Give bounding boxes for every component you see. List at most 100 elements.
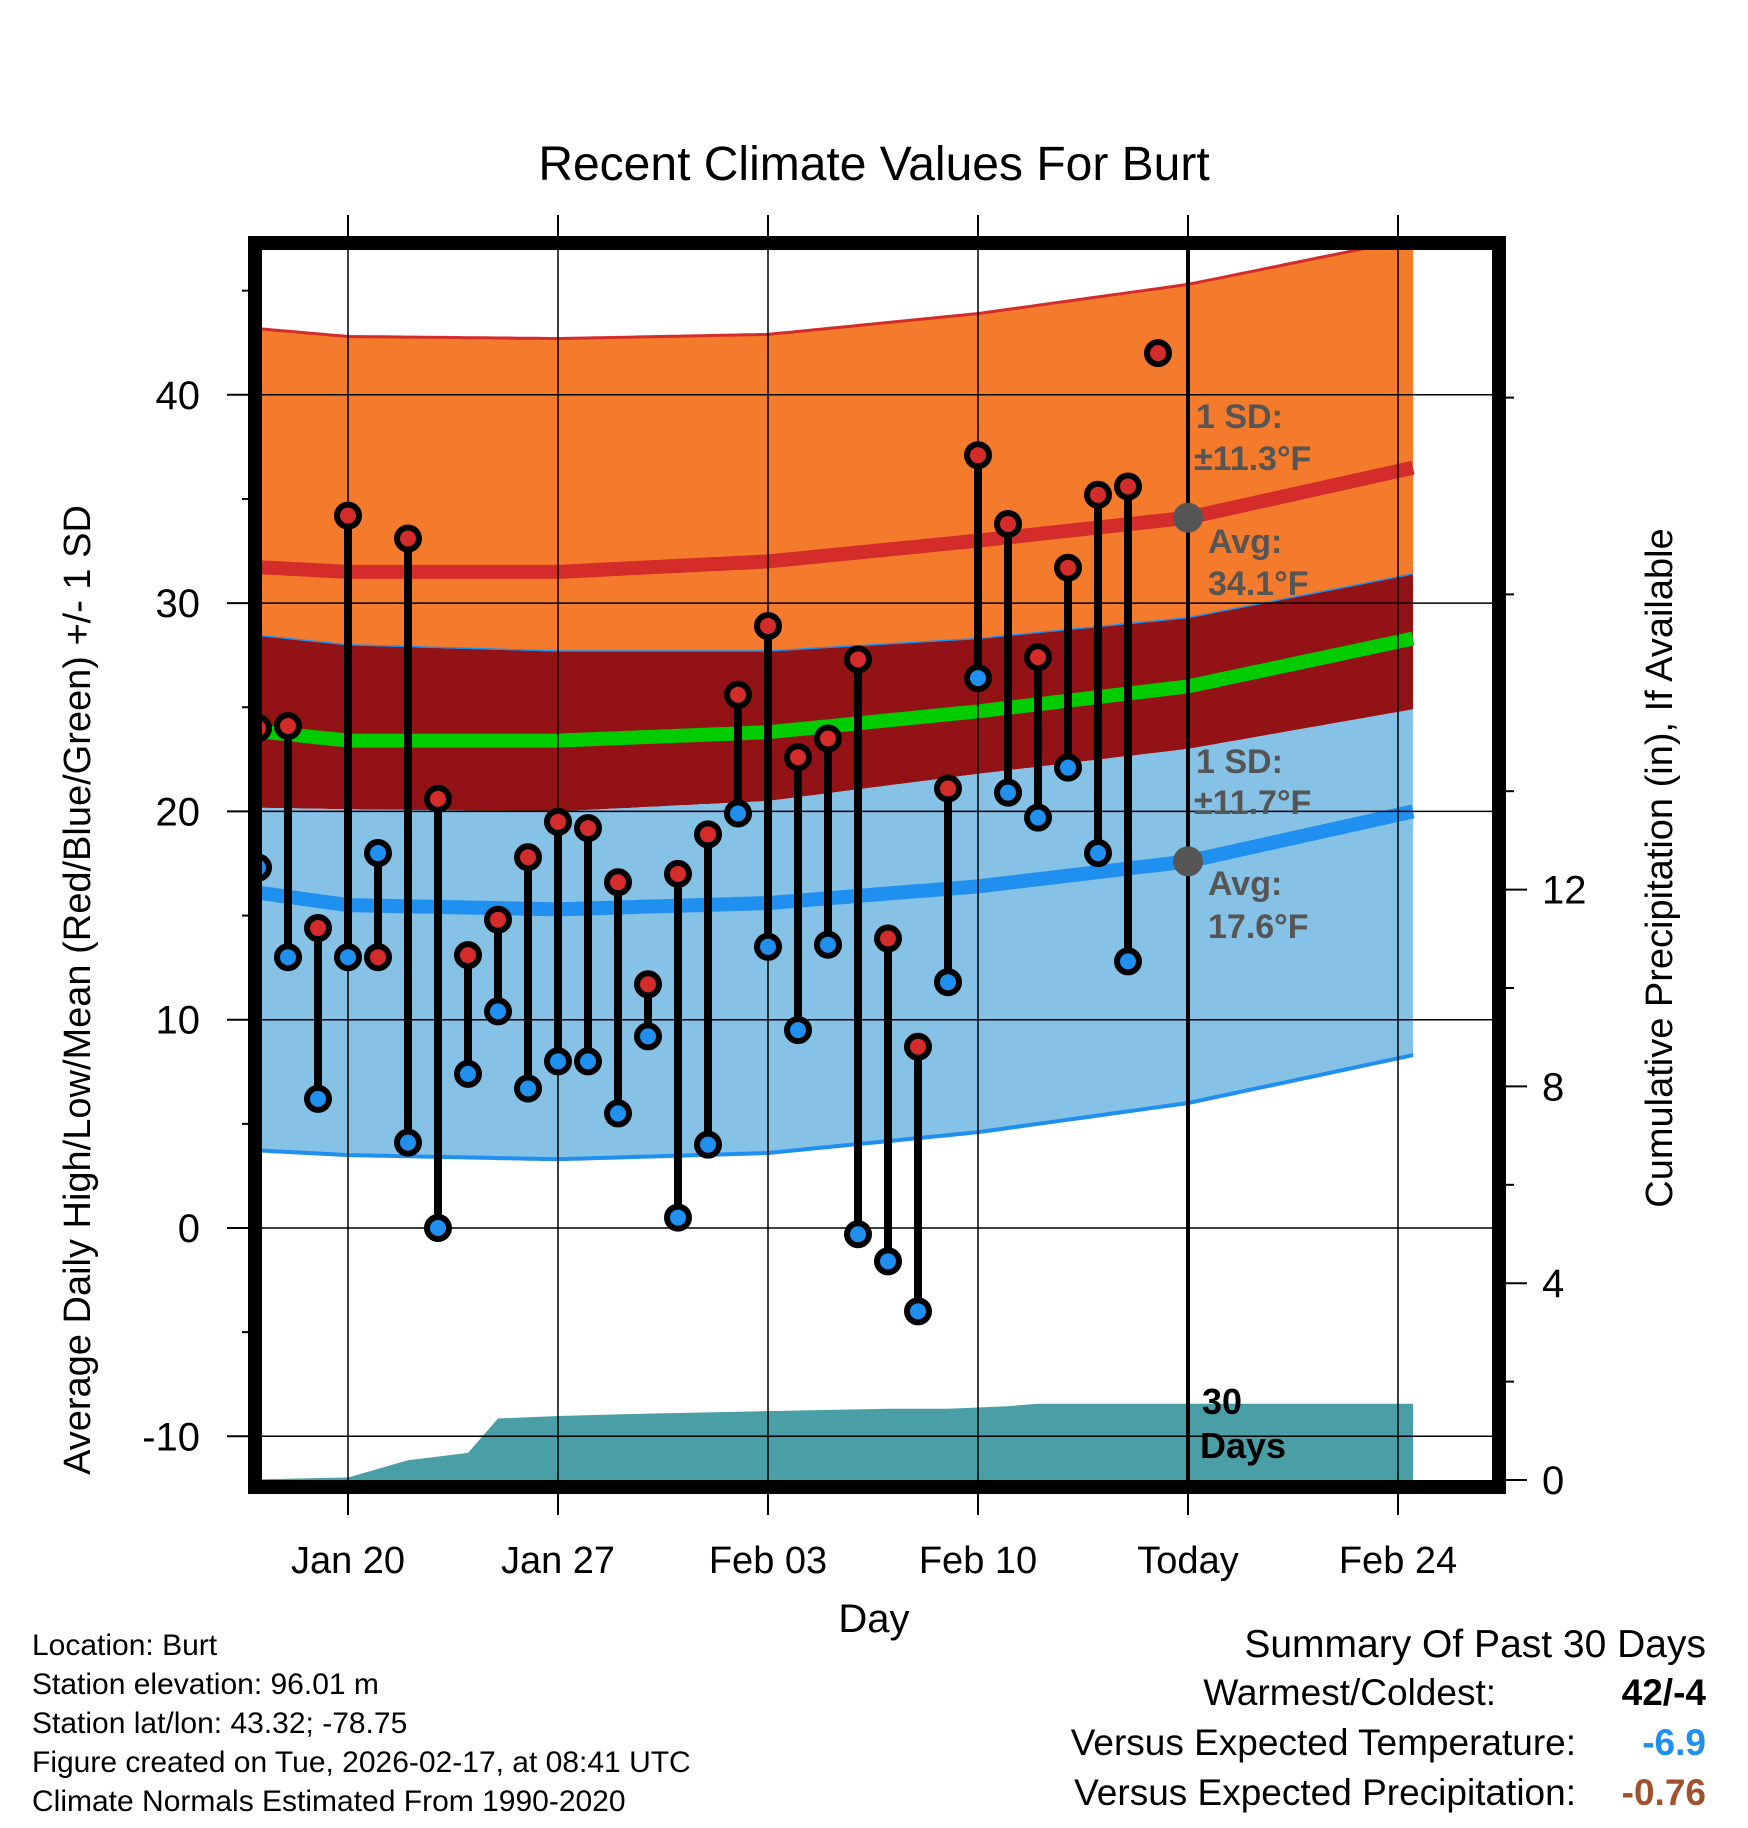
y-tick-label: 20	[156, 790, 201, 834]
warmest-value: 42/-4	[1621, 1672, 1706, 1713]
high-point	[334, 501, 362, 530]
high-point	[844, 645, 872, 674]
low-point	[274, 943, 302, 972]
high-point	[664, 859, 692, 888]
high-point	[364, 943, 392, 972]
low-point	[904, 1297, 932, 1326]
high-point	[904, 1032, 932, 1061]
x-axis-label: Day	[838, 1597, 909, 1641]
high-sd-label: 1 SD:	[1196, 398, 1283, 436]
normal-low-line	[262, 804, 1415, 917]
high-point	[544, 807, 572, 836]
x-tick-label: Feb 03	[709, 1540, 827, 1582]
high-sd-upper-line	[262, 250, 1365, 341]
low-point	[1114, 947, 1142, 976]
elevation-text: Station elevation: 96.01 m	[32, 1668, 379, 1701]
low-point	[664, 1203, 692, 1232]
low-point	[604, 1099, 632, 1128]
precip-row: Versus Expected Precipitation: -0.76	[1071, 1768, 1706, 1818]
low-point	[844, 1220, 872, 1249]
low-point	[1054, 753, 1082, 782]
low-point	[334, 943, 362, 972]
latlon-text: Station lat/lon: 43.32; -78.75	[32, 1707, 408, 1740]
high-point	[514, 843, 542, 872]
warmest-label: Warmest/Coldest:	[1203, 1672, 1496, 1713]
high-point	[484, 905, 512, 934]
temp-value: -6.9	[1642, 1722, 1706, 1763]
y2-tick-label: 0	[1542, 1459, 1564, 1503]
low-point	[514, 1074, 542, 1103]
high-point	[304, 914, 332, 943]
precip-label: Versus Expected Precipitation:	[1074, 1772, 1576, 1813]
y2-tick-label: 4	[1542, 1262, 1564, 1306]
high-point	[1024, 643, 1052, 672]
low-point	[304, 1084, 332, 1113]
high-point	[262, 714, 272, 742]
low-point	[994, 778, 1022, 807]
normals-text: Climate Normals Estimated From 1990-2020	[32, 1785, 626, 1818]
high-avg-value: 34.1°F	[1208, 565, 1309, 603]
low-point	[694, 1130, 722, 1159]
x-tick-label: Jan 27	[501, 1540, 615, 1582]
y-tick-label: -10	[142, 1415, 200, 1459]
low-point	[544, 1047, 572, 1076]
high-point	[1054, 553, 1082, 582]
created-text: Figure created on Tue, 2026-02-17, at 08…	[32, 1746, 691, 1779]
station-info: Location: Burt Station elevation: 96.01 …	[32, 1626, 691, 1821]
low-avg-marker	[1173, 846, 1203, 877]
low-point	[364, 839, 392, 868]
x-tick-label: Feb 10	[919, 1540, 1037, 1582]
low-point	[814, 930, 842, 959]
high-point	[784, 743, 812, 772]
low-point	[874, 1247, 902, 1276]
low-sd-label: 1 SD:	[1196, 743, 1283, 781]
high-point	[724, 680, 752, 709]
high-point	[424, 784, 452, 813]
chart-title: Recent Climate Values For Burt	[538, 138, 1209, 191]
low-point	[964, 664, 992, 693]
summary-panel: Summary Of Past 30 Days Warmest/Coldest:…	[1071, 1622, 1706, 1818]
y-tick-label: 0	[178, 1207, 200, 1251]
high-point	[1084, 480, 1112, 509]
y-tick-label: 10	[156, 999, 201, 1043]
high-sd-lower-line	[262, 573, 1414, 652]
low-point	[484, 997, 512, 1026]
days-word: Days	[1200, 1425, 1286, 1466]
low-avg-value: 17.6°F	[1208, 908, 1309, 946]
high-avg-marker	[1173, 502, 1203, 533]
y-tick-label: 30	[156, 582, 201, 626]
x-tick-label: Jan 20	[291, 1540, 405, 1582]
x-tick-label: Today	[1137, 1540, 1238, 1582]
high-point	[694, 820, 722, 849]
low-point	[1084, 839, 1112, 868]
high-point	[574, 814, 602, 843]
y2-tick-label: 12	[1542, 869, 1587, 913]
y2-tick-label: 8	[1542, 1065, 1564, 1109]
high-avg-label: Avg:	[1208, 523, 1282, 561]
location-text: Location: Burt	[32, 1629, 218, 1662]
high-point	[754, 612, 782, 641]
temp-row: Versus Expected Temperature: -6.9	[1071, 1718, 1706, 1768]
high-point	[1114, 472, 1142, 501]
low-point	[424, 1214, 452, 1242]
low-point	[574, 1047, 602, 1076]
precip-value: -0.76	[1621, 1772, 1706, 1813]
y-tick-label: 40	[156, 374, 201, 418]
high-point	[964, 441, 992, 470]
high-point	[604, 868, 632, 897]
y2-axis-label: Cumulative Precipitation (in), If Availa…	[1639, 528, 1681, 1207]
low-point	[1024, 803, 1052, 832]
precip-area	[262, 1403, 1413, 1480]
low-point	[394, 1128, 422, 1157]
low-point	[262, 854, 272, 882]
warmest-row: Warmest/Coldest: 42/-4	[1071, 1668, 1706, 1718]
low-point	[784, 1016, 812, 1045]
low-point	[634, 1022, 662, 1051]
high-point	[1144, 339, 1172, 368]
low-point	[724, 799, 752, 828]
low-point	[934, 968, 962, 997]
x-tick-label: Feb 24	[1339, 1540, 1457, 1582]
low-sd-value: ±11.7°F	[1194, 784, 1311, 822]
